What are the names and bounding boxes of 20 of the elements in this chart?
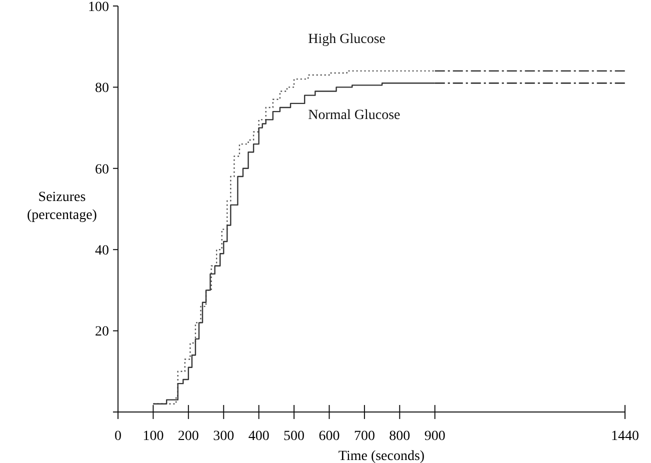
series-label: Normal Glucose [308, 108, 400, 124]
y-axis-title: Seizures (percentage) [27, 190, 98, 223]
y-tick-label: 60 [95, 162, 109, 178]
x-tick-label: 0 [114, 429, 122, 444]
series-label: High Glucose [308, 32, 386, 47]
y-tick-label: 100 [88, 0, 109, 15]
x-tick-label: 100 [142, 429, 164, 444]
x-tick-label: 500 [284, 429, 305, 444]
y-tick-label: 80 [95, 81, 109, 96]
x-tick-label: 400 [248, 429, 270, 444]
x-tick-label: 800 [389, 429, 410, 444]
x-tick-label: 900 [424, 429, 446, 444]
x-axis-title: Time (seconds) [338, 449, 425, 463]
x-tick-label: 700 [354, 429, 375, 444]
x-tick-label: 200 [178, 429, 199, 444]
y-tick-label: 20 [95, 324, 109, 340]
x-tick-label: 600 [318, 429, 340, 444]
x-tick-label: 300 [213, 429, 234, 444]
y-tick-label: 40 [95, 244, 109, 258]
x-tick-label: 1440 [611, 429, 639, 444]
